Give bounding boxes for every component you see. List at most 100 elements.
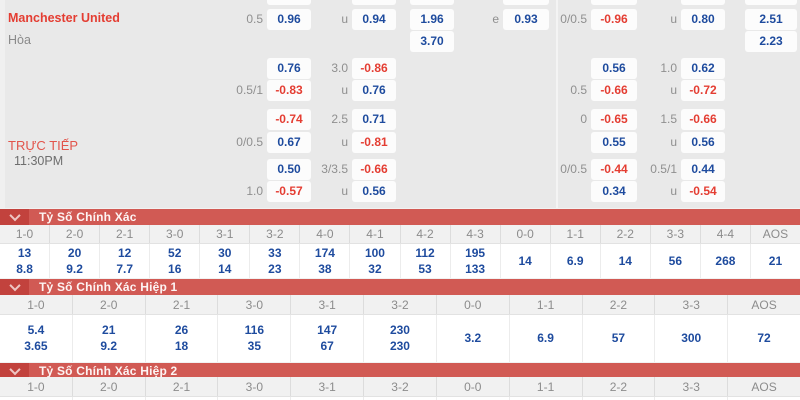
odds-cell[interactable]: -0.65 <box>591 109 637 130</box>
score-odds-value[interactable]: 9.2 <box>100 340 117 353</box>
score-odds-value[interactable]: 23 <box>268 263 281 276</box>
odds-cell[interactable]: 0.96 <box>267 9 311 30</box>
odds-cell[interactable]: -0.96 <box>591 9 637 30</box>
odds-cell[interactable]: 2.51 <box>745 9 797 30</box>
score-header-row: 1-02-02-13-03-13-24-04-14-24-30-01-12-23… <box>0 225 800 244</box>
score-column-header: 2-1 <box>146 295 219 314</box>
collapse-button[interactable] <box>0 209 29 225</box>
score-odds-value[interactable]: 147 <box>317 324 337 337</box>
odds-cell[interactable]: -0.86 <box>352 58 396 79</box>
handicap-label: u <box>341 82 348 98</box>
odds-cell[interactable]: -0.44 <box>591 159 637 180</box>
score-odds-value[interactable]: 14 <box>518 255 531 268</box>
score-odds-value[interactable]: 26 <box>175 324 188 337</box>
score-odds-value[interactable]: 6.9 <box>537 332 554 345</box>
score-odds-column: 11253 <box>401 244 451 278</box>
handicap-label: e <box>492 11 499 27</box>
score-odds-value[interactable]: 13 <box>18 247 31 260</box>
score-odds-value[interactable]: 268 <box>715 255 735 268</box>
score-odds-value[interactable]: 12 <box>118 247 131 260</box>
odds-cell[interactable]: -0.66 <box>591 80 637 101</box>
odds-cell[interactable]: -0.66 <box>352 159 396 180</box>
odds-cell[interactable]: 0.76 <box>352 80 396 101</box>
score-odds-column: 3323 <box>250 244 300 278</box>
score-odds-value[interactable]: 195 <box>465 247 485 260</box>
score-odds-value[interactable]: 8.8 <box>16 263 33 276</box>
score-odds-value[interactable]: 7.7 <box>116 263 133 276</box>
odds-cell[interactable]: -0.74 <box>267 109 311 130</box>
score-odds-value[interactable]: 133 <box>465 263 485 276</box>
odds-cell[interactable]: 0.56 <box>681 132 725 153</box>
section-header-bar[interactable]: Tỷ Số Chính Xác Hiệp 1 <box>0 278 800 295</box>
score-odds-value[interactable]: 35 <box>248 340 261 353</box>
score-odds-value[interactable]: 20 <box>68 247 81 260</box>
odds-cell[interactable]: -0.54 <box>681 181 725 202</box>
odds-cell[interactable]: -0.81 <box>352 132 396 153</box>
score-column-header: 4-2 <box>401 225 451 243</box>
handicap-label: 0.5/1 <box>650 161 677 177</box>
handicap-label: 0 <box>580 111 587 127</box>
odds-cell[interactable]: 0.67 <box>267 132 311 153</box>
score-odds-value[interactable]: 18 <box>175 340 188 353</box>
collapse-button[interactable] <box>0 279 29 295</box>
score-odds-value[interactable]: 33 <box>268 247 281 260</box>
score-column-header: 2-0 <box>73 377 146 396</box>
odds-cell[interactable]: 0.56 <box>352 181 396 202</box>
odds-cell[interactable]: 0.50 <box>267 159 311 180</box>
odds-cell[interactable]: 0.62 <box>681 58 725 79</box>
score-odds-value[interactable]: 38 <box>318 263 331 276</box>
odds-cell[interactable]: 0.71 <box>352 109 396 130</box>
score-odds-value[interactable]: 6.9 <box>567 255 584 268</box>
score-odds-value[interactable]: 3.65 <box>24 340 47 353</box>
score-odds-value[interactable]: 14 <box>218 263 231 276</box>
score-odds-value[interactable]: 230 <box>390 324 410 337</box>
score-odds-value[interactable]: 116 <box>245 324 264 337</box>
odds-cell[interactable]: 0.94 <box>352 9 396 30</box>
score-column-header: 3-0 <box>218 377 291 396</box>
score-odds-column: 195133 <box>451 244 501 278</box>
odds-cell[interactable]: 0.44 <box>681 159 725 180</box>
score-odds-value[interactable]: 30 <box>218 247 231 260</box>
odds-cell[interactable]: 2.23 <box>745 31 797 52</box>
score-odds-value[interactable]: 53 <box>418 263 431 276</box>
odds-cell[interactable]: 0.76 <box>267 58 311 79</box>
odds-cell[interactable]: 0.55 <box>591 132 637 153</box>
score-values-row: 138.8209.2127.75216301433231743810032112… <box>0 244 800 278</box>
score-odds-value[interactable]: 14 <box>619 255 632 268</box>
score-odds-value[interactable]: 21 <box>769 255 782 268</box>
score-odds-value[interactable]: 174 <box>315 247 335 260</box>
score-odds-value[interactable]: 3.2 <box>464 332 481 345</box>
score-odds-value[interactable]: 56 <box>669 255 682 268</box>
score-odds-value[interactable]: 32 <box>368 263 381 276</box>
odds-cell[interactable]: 1.96 <box>410 9 454 30</box>
odds-cell[interactable]: -0.66 <box>681 109 725 130</box>
score-odds-value[interactable]: 300 <box>681 332 701 345</box>
section-header-bar[interactable]: Tỷ Số Chính Xác <box>0 208 800 225</box>
score-odds-column: 230230 <box>364 315 437 362</box>
score-odds-value[interactable]: 57 <box>612 332 625 345</box>
odds-cell[interactable]: 0.93 <box>503 9 549 30</box>
handicap-label: 0/0.5 <box>560 161 587 177</box>
score-odds-column: 14767 <box>291 315 364 362</box>
score-odds-value[interactable]: 72 <box>757 332 770 345</box>
score-odds-value[interactable]: 5.4 <box>28 324 45 337</box>
score-odds-column: 10032 <box>350 244 400 278</box>
score-odds-value[interactable]: 52 <box>168 247 181 260</box>
score-odds-value[interactable]: 16 <box>168 263 181 276</box>
handicap-label: 3/3.5 <box>321 161 348 177</box>
odds-cell[interactable]: 0.56 <box>591 58 637 79</box>
score-odds-value[interactable]: 21 <box>102 324 115 337</box>
score-odds-value[interactable]: 100 <box>365 247 385 260</box>
odds-cell[interactable]: -0.57 <box>267 181 311 202</box>
score-odds-value[interactable]: 67 <box>320 340 333 353</box>
score-odds-value[interactable]: 230 <box>390 340 410 353</box>
score-odds-value[interactable]: 112 <box>415 247 434 260</box>
score-odds-value[interactable]: 9.2 <box>66 263 83 276</box>
odds-cell[interactable]: 0.34 <box>591 181 637 202</box>
odds-cell[interactable]: -0.72 <box>681 80 725 101</box>
odds-cell[interactable]: -0.83 <box>267 80 311 101</box>
odds-cell[interactable]: 0.80 <box>681 9 725 30</box>
left-edge-strip <box>0 0 5 208</box>
score-odds-column: 219.2 <box>73 315 146 362</box>
odds-cell[interactable]: 3.70 <box>410 31 454 52</box>
